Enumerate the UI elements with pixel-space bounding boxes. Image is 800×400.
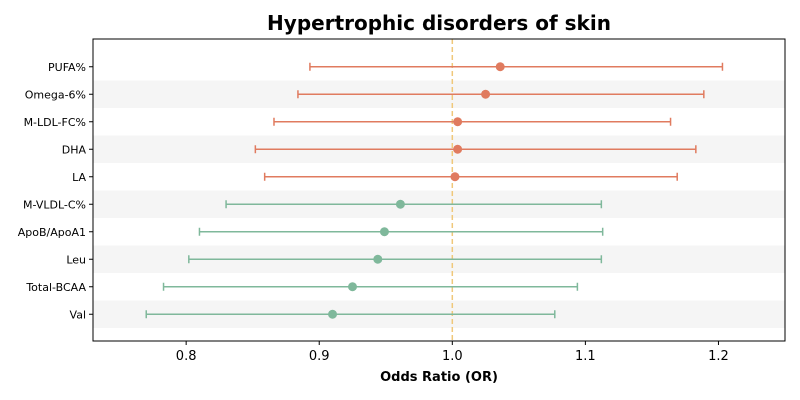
y-tick-label: Leu <box>66 253 86 266</box>
x-tick-label: 0.8 <box>176 349 197 364</box>
or-point <box>328 309 338 319</box>
or-point <box>453 144 463 154</box>
y-tick-label: ApoB/ApoA1 <box>18 226 86 239</box>
y-tick-label: Total-BCAA <box>25 281 86 294</box>
or-point <box>373 254 383 264</box>
x-axis-ticks: 0.8 0.9 1.0 1.1 1.2 <box>176 341 729 364</box>
or-point <box>379 227 389 237</box>
data-marks <box>145 62 724 319</box>
y-tick-label: DHA <box>62 143 87 156</box>
y-tick-label: M-LDL-FC% <box>24 116 86 129</box>
or-point <box>450 172 460 182</box>
y-tick-label: Omega-6% <box>25 88 86 101</box>
y-tick-label: PUFA% <box>48 61 86 74</box>
x-tick-label: 1.0 <box>442 349 463 364</box>
or-point <box>481 89 491 99</box>
plot-frame <box>92 38 786 342</box>
y-tick-label: Val <box>70 308 86 321</box>
chart-title: Hypertrophic disorders of skin <box>267 11 611 35</box>
x-axis-label: Odds Ratio (OR) <box>380 370 498 385</box>
or-point <box>395 199 405 209</box>
y-axis-ticks: PUFA% Omega-6% M-LDL-FC% DHA LA M-VLDL-C% ApoB… <box>18 61 93 321</box>
y-tick-label: M-VLDL-C% <box>23 198 86 211</box>
x-tick-label: 1.2 <box>708 349 729 364</box>
or-point <box>453 117 463 127</box>
x-tick-label: 0.9 <box>309 349 330 364</box>
x-tick-label: 1.1 <box>575 349 596 364</box>
y-tick-label: LA <box>72 171 86 184</box>
or-point <box>495 62 505 72</box>
or-point <box>348 282 357 292</box>
